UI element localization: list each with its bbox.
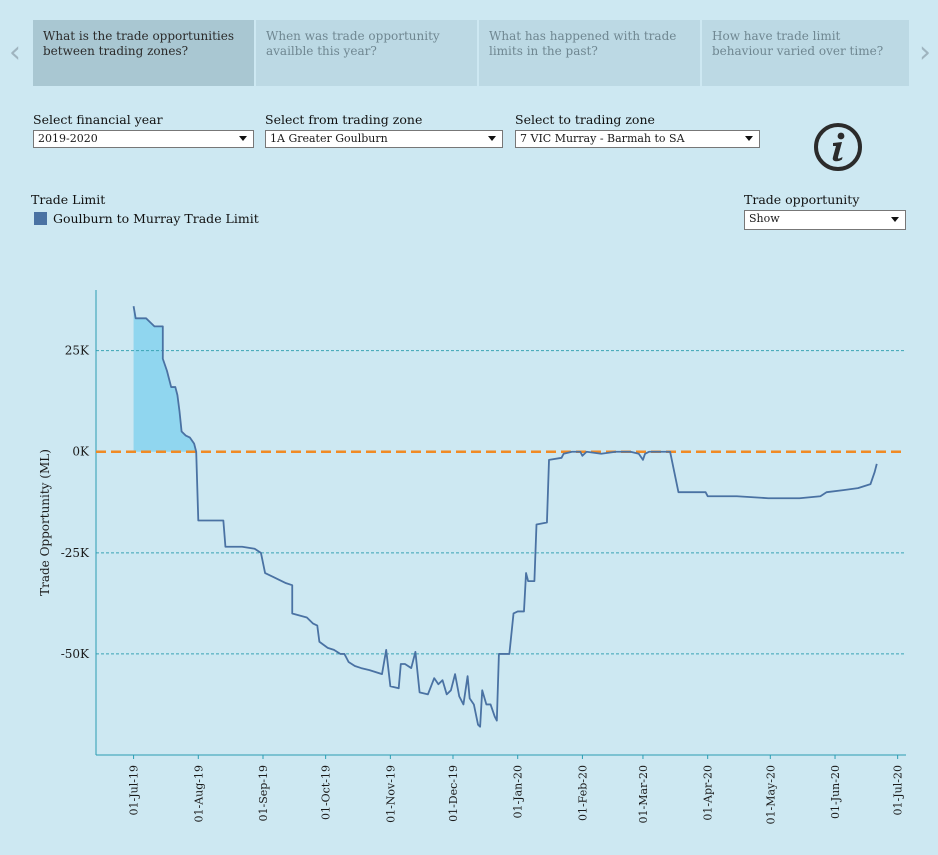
x-tick-label: 01-Feb-20 <box>576 765 589 821</box>
x-tick-label: 01-Jul-20 <box>892 765 905 815</box>
to-zone-select[interactable]: 7 VIC Murray - Barmah to SA <box>515 130 760 148</box>
legend-swatch <box>34 212 47 225</box>
financial-year-label: Select financial year <box>33 112 163 127</box>
trade-opportunity-value: Show <box>749 212 780 225</box>
y-tick-label: -25K <box>61 546 90 560</box>
x-tick-label: 01-Dec-19 <box>447 765 460 822</box>
x-tick-label: 01-Jul-19 <box>128 765 141 815</box>
tab-trade-limits-history[interactable]: What has happened with trade limits in t… <box>479 20 700 86</box>
dropdown-caret-icon <box>488 136 496 141</box>
financial-year-select[interactable]: 2019-2020 <box>33 130 254 148</box>
positive-opportunity-area <box>133 306 197 452</box>
x-tick-label: 01-Apr-20 <box>702 765 715 821</box>
x-tick-label: 01-Jan-20 <box>512 765 525 818</box>
to-zone-label: Select to trading zone <box>515 112 655 127</box>
y-axis-title: Trade Opportunity (ML) <box>38 449 52 596</box>
info-button[interactable] <box>812 121 862 171</box>
x-tick-label: 01-Mar-20 <box>637 765 650 824</box>
trade-opportunity-select[interactable]: Show <box>744 210 906 230</box>
trade-opportunity-label: Trade opportunity <box>744 192 860 207</box>
from-zone-select[interactable]: 1A Greater Goulburn <box>265 130 503 148</box>
from-zone-value: 1A Greater Goulburn <box>270 132 388 145</box>
y-tick-label: 25K <box>65 344 90 358</box>
chevron-left-icon: ‹ <box>9 35 21 70</box>
y-tick-label: 0K <box>72 445 90 459</box>
chevron-right-icon: › <box>919 35 931 70</box>
x-tick-label: 01-Oct-19 <box>320 765 333 820</box>
next-page-button[interactable]: › <box>915 38 935 68</box>
info-icon <box>814 123 862 171</box>
x-tick-label: 01-Aug-19 <box>192 765 205 823</box>
x-tick-label: 01-Nov-19 <box>384 765 397 823</box>
from-zone-label: Select from trading zone <box>265 112 423 127</box>
legend-item-label: Goulburn to Murray Trade Limit <box>53 211 259 226</box>
dropdown-caret-icon <box>745 136 753 141</box>
dropdown-caret-icon <box>239 136 247 141</box>
x-tick-label: 01-Sep-19 <box>257 765 270 822</box>
tab-trade-availability[interactable]: When was trade opportunity availble this… <box>256 20 477 86</box>
legend-title: Trade Limit <box>31 192 106 207</box>
y-tick-label: -50K <box>61 647 90 661</box>
to-zone-value: 7 VIC Murray - Barmah to SA <box>520 132 685 145</box>
dropdown-caret-icon <box>891 217 899 222</box>
x-tick-label: 01-May-20 <box>764 765 777 824</box>
series-line <box>132 306 878 728</box>
x-tick-label: 01-Jun-20 <box>829 765 842 819</box>
financial-year-value: 2019-2020 <box>38 132 98 145</box>
tab-trade-limit-behaviour[interactable]: How have trade limit behaviour varied ov… <box>702 20 909 86</box>
prev-page-button[interactable]: ‹ <box>5 38 25 68</box>
tab-trade-opportunities[interactable]: What is the trade opportunities between … <box>33 20 254 86</box>
